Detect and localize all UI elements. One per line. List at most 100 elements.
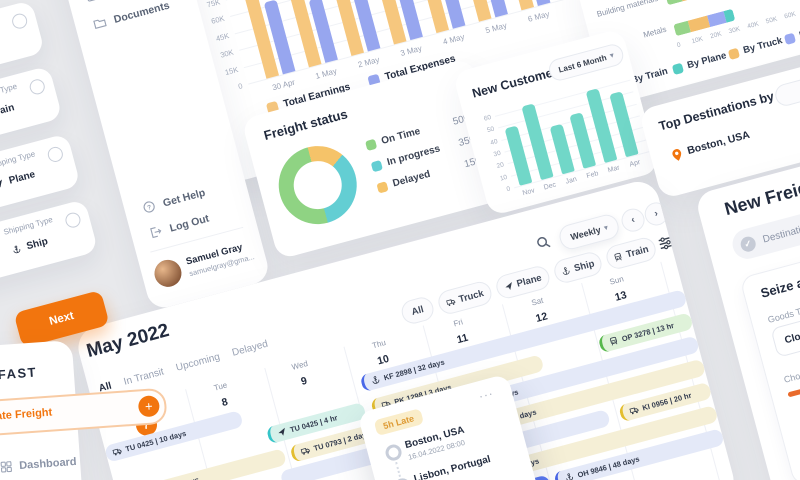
schedule-entry[interactable]: TU 0425 | 10 days: [104, 410, 244, 463]
radio-button[interactable]: [63, 210, 83, 230]
plane-icon: [276, 427, 287, 438]
destination-placeholder: Destination C: [761, 219, 800, 245]
payments-icon: [85, 0, 101, 4]
create-freight-button[interactable]: Create Freight +: [0, 387, 168, 438]
y-axis-tick: 30: [492, 149, 502, 159]
goods-category-label: Building materials: [595, 0, 660, 19]
entry-label: TU 0425 | 4 hr: [289, 413, 339, 435]
x-axis-tick: 60K: [783, 10, 797, 21]
schedule-entry[interactable]: TU 0793 | 2 day: [289, 424, 377, 463]
shipping-option[interactable]: Plane: [0, 169, 36, 191]
filter-chip-label: Truck: [457, 287, 485, 305]
filter-chip-label: Ship: [572, 257, 596, 274]
radio-button[interactable]: [10, 11, 29, 31]
shipping-option[interactable]: Train: [0, 102, 16, 123]
truck-icon: [112, 446, 123, 457]
legend-swatch: [783, 32, 796, 45]
destinations-period-dropdown[interactable]: Last ▾: [772, 61, 800, 109]
train-icon: [608, 336, 619, 347]
fast-item-dashboard[interactable]: Dashboard: [0, 456, 77, 473]
tab-delayed[interactable]: Delayed: [230, 338, 270, 359]
fast-item-label: Dashboard: [18, 455, 77, 472]
y-axis-tick: 40: [489, 137, 499, 147]
entry-label: KI 0956 | 20 hr: [641, 390, 693, 413]
entry-label: OP 3278 | 13 hr: [620, 320, 675, 344]
radio-button[interactable]: [46, 145, 65, 164]
route-destination-marker: [392, 476, 413, 480]
legend-swatch: [671, 62, 684, 75]
shipping-type-card: Shipping Type Ship: [0, 198, 99, 288]
x-axis-tick: 0: [676, 41, 682, 50]
create-freight-label: Create Freight: [0, 406, 53, 424]
legend-label: In progress: [385, 143, 442, 169]
sidebar-item-get-help[interactable]: ? Get Help: [141, 186, 206, 215]
customers-bar: [549, 123, 575, 175]
fast-logo: FAST: [0, 364, 38, 383]
filter-chip-label: All: [410, 303, 425, 318]
filter-chip-train[interactable]: Train: [603, 235, 659, 272]
choose-label: Choose: [782, 367, 800, 385]
entry-label: OH 9846 | 48 days: [576, 454, 641, 480]
day-header-number[interactable]: 8: [220, 395, 230, 410]
x-axis-tick: 5 May: [484, 20, 508, 36]
filter-chip-label: Plane: [515, 272, 543, 290]
x-axis-tick: 1 May: [314, 66, 338, 81]
filter-sliders-icon[interactable]: [657, 234, 675, 251]
day-header-number[interactable]: 9: [299, 374, 309, 388]
avatar: [151, 256, 185, 290]
radio-button[interactable]: [28, 77, 47, 97]
legend-swatch: [376, 180, 389, 194]
filter-chip-plane[interactable]: Plane: [493, 263, 553, 301]
legend-swatch: [727, 47, 740, 60]
sidebar-item-label: Documents: [112, 0, 171, 26]
goods-bar-segment: [665, 0, 683, 6]
chevron-down-icon: ▾: [603, 224, 609, 232]
shipping-option[interactable]: Ship: [10, 236, 49, 256]
earnings-bar: [416, 0, 450, 34]
map-pin-icon: [670, 147, 685, 164]
schedule-entry[interactable]: OP 3278 | 13 hr: [597, 312, 694, 354]
period-label: Weekly: [569, 224, 602, 242]
next-week-button[interactable]: ›: [642, 199, 671, 229]
schedule-entry[interactable]: TU 0425 | 4 hr: [265, 401, 367, 445]
ship-icon: [370, 375, 381, 386]
y-axis-tick: 50: [486, 126, 496, 135]
legend-label: Delayed: [391, 168, 432, 190]
schedule-entry[interactable]: KI 0956 | 20 hr: [618, 381, 713, 423]
x-axis-tick: 6 May: [526, 9, 551, 24]
sidebar-item-documents[interactable]: Documents: [92, 0, 171, 31]
plus-icon: +: [137, 395, 161, 418]
filter-chip-truck[interactable]: Truck: [435, 279, 495, 317]
x-axis-tick: 40K: [746, 20, 760, 31]
late-badge: 5h Late: [373, 408, 424, 437]
fast-sidebar-card: FAST Create Freight + DashboardSchedule: [0, 340, 168, 480]
ship-icon: [564, 472, 575, 480]
shipping-type-label: Shipping Type: [2, 215, 54, 237]
ship-icon: [10, 244, 23, 256]
goods-bar-segment: [723, 8, 736, 23]
form-section-title: Seize a: [758, 274, 800, 301]
y-axis-tick: 0: [505, 185, 512, 194]
prev-week-button[interactable]: ‹: [618, 206, 648, 235]
goods-legend-item: By Plane: [671, 50, 728, 75]
x-axis-tick: 20K: [709, 30, 723, 41]
sidebar-item-log-out[interactable]: Log Out: [148, 212, 211, 240]
goods-stacked-bar: [665, 0, 761, 6]
destination-item[interactable]: Boston, USA: [686, 128, 752, 157]
chevron-down-icon: ▾: [609, 52, 615, 60]
y-axis-tick: 60: [483, 114, 493, 123]
x-axis-tick: Apr: [628, 158, 642, 169]
goods-type-value: Clothes: [783, 325, 800, 346]
logout-icon: [148, 224, 164, 240]
schedule-entry[interactable]: KF 2898 | 32 days: [359, 289, 688, 393]
search-icon[interactable]: [535, 234, 552, 251]
sidebar-item-label: Log Out: [168, 212, 211, 235]
top-destinations-card: Top Destinations by Ship Last ▾ Boston, …: [638, 35, 800, 200]
new-freight-title: New Freight: [722, 173, 800, 220]
x-axis-tick: 3 May: [399, 43, 423, 58]
more-options-icon[interactable]: ···: [477, 385, 496, 404]
fast-panel-wrap: FAST Create Freight + DashboardSchedule: [0, 332, 195, 480]
filter-chip-all[interactable]: All: [399, 294, 437, 327]
filter-chip-ship[interactable]: Ship: [551, 249, 605, 286]
